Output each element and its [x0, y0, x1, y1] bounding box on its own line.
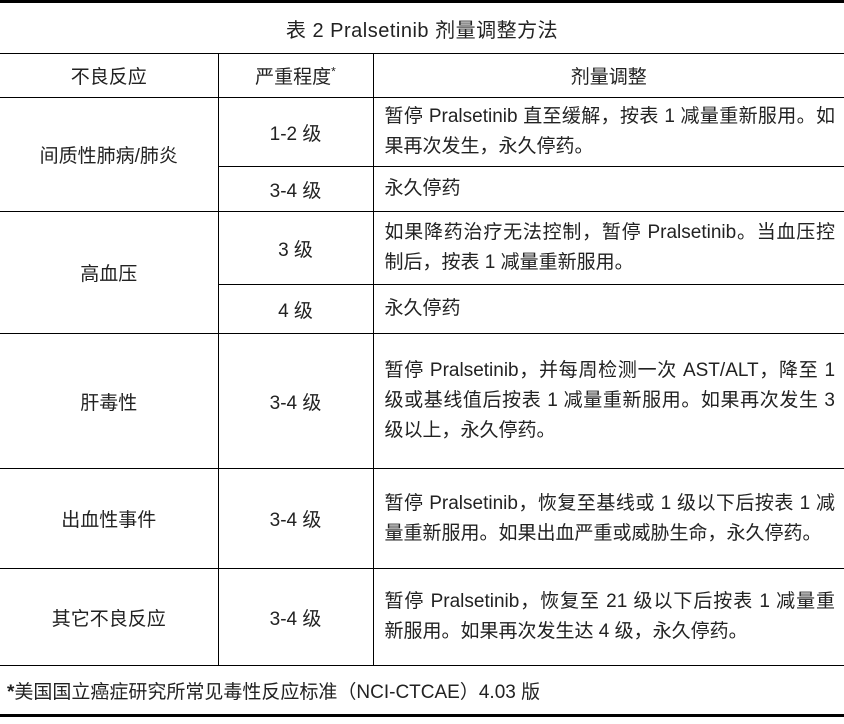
severity-cell: 3-4 级: [217, 568, 374, 666]
table-row: 肝毒性 3-4 级 暂停 Pralsetinib，并每周检测一次 AST/ALT…: [0, 333, 844, 469]
severity-cell: 3-4 级: [218, 166, 374, 212]
table-header-row: 不良反应 严重程度* 剂量调整: [0, 53, 844, 98]
table-footnote-row: *美国国立癌症研究所常见毒性反应标准（NCI-CTCAE）4.03 版: [0, 665, 844, 716]
adjustment-cell: 如果降药治疗无法控制，暂停 Pralsetinib。当血压控制后，按表 1 减量…: [372, 211, 844, 285]
reaction-cell-hypertension: 高血压: [0, 211, 219, 334]
adjustment-cell: 暂停 Pralsetinib 直至缓解，按表 1 减量重新服用。如果再次发生，永…: [372, 97, 844, 167]
footnote-marker: *: [7, 681, 15, 703]
severity-footnote-marker: *: [331, 64, 336, 79]
table-row: 3-4 级 永久停药: [0, 166, 844, 212]
adjustment-cell: 永久停药: [372, 166, 844, 212]
reaction-cell-other-adverse-reactions: 其它不良反应: [0, 568, 219, 666]
severity-cell: 3 级: [217, 211, 374, 285]
severity-cell: 3-4 级: [217, 333, 374, 469]
table-row: 间质性肺病/肺炎 1-2 级 暂停 Pralsetinib 直至缓解，按表 1 …: [0, 97, 844, 212]
severity-cell: 1-2 级: [217, 97, 374, 167]
footnote: *美国国立癌症研究所常见毒性反应标准（NCI-CTCAE）4.03 版: [0, 665, 844, 716]
footnote-text: 美国国立癌症研究所常见毒性反应标准（NCI-CTCAE）4.03 版: [14, 681, 541, 703]
table-row: 出血性事件 3-4 级 暂停 Pralsetinib，恢复至基线或 1 级以下后…: [0, 468, 844, 569]
reaction-cell-hemorrhagic-events: 出血性事件: [0, 468, 219, 569]
column-header-adjustment: 剂量调整: [372, 53, 844, 98]
adjustment-cell: 暂停 Pralsetinib，恢复至 21 级以下后按表 1 减量重新服用。如果…: [372, 568, 844, 666]
column-header-severity-label: 严重程度: [255, 67, 332, 88]
adjustment-cell: 暂停 Pralsetinib，恢复至基线或 1 级以下后按表 1 减量重新服用。…: [372, 468, 844, 569]
column-header-severity: 严重程度*: [217, 53, 374, 98]
table-title: 表 2 Pralsetinib 剂量调整方法: [0, 1, 844, 54]
severity-cell: 4 级: [218, 284, 374, 334]
reaction-cell-ild: 间质性肺病/肺炎: [0, 97, 219, 212]
table-row: 其它不良反应 3-4 级 暂停 Pralsetinib，恢复至 21 级以下后按…: [0, 568, 844, 666]
adjustment-cell: 暂停 Pralsetinib，并每周检测一次 AST/ALT，降至 1 级或基线…: [372, 333, 844, 469]
table-title-row: 表 2 Pralsetinib 剂量调整方法: [0, 1, 844, 54]
reaction-cell-hepatotoxicity: 肝毒性: [0, 333, 219, 469]
adjustment-cell: 永久停药: [372, 284, 844, 334]
severity-cell: 3-4 级: [217, 468, 374, 569]
table-row: 高血压 3 级 如果降药治疗无法控制，暂停 Pralsetinib。当血压控制后…: [0, 211, 844, 334]
column-header-reaction: 不良反应: [0, 53, 219, 98]
